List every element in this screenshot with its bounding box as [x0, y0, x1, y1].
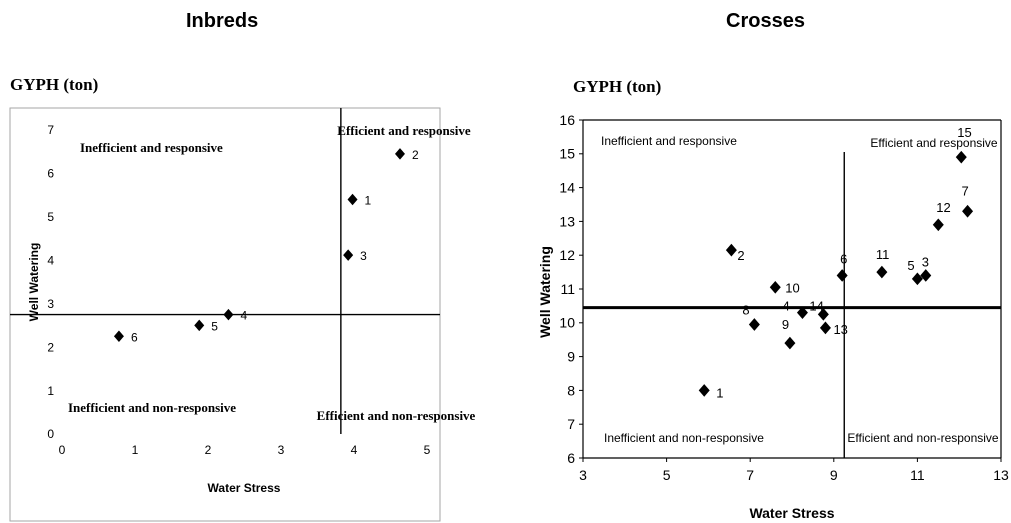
crosses-y-tick-label: 8 [567, 382, 575, 398]
crosses-point-3 [920, 269, 932, 282]
crosses-point-1 [698, 384, 710, 397]
crosses-point-9 [784, 336, 796, 350]
crosses-point-13 [819, 321, 831, 335]
inbreds-y-tick-label: 5 [47, 210, 54, 224]
crosses-x-tick-label: 13 [993, 467, 1009, 483]
crosses-point-8 [748, 318, 760, 331]
crosses-point-label-13: 13 [833, 322, 847, 337]
inbreds-y-tick-label: 3 [47, 297, 54, 311]
inbreds-y-tick-label: 6 [47, 167, 54, 181]
crosses-y-tick-label: 13 [559, 213, 575, 229]
crosses-point-label-11: 11 [876, 247, 890, 262]
inbreds-point-1 [347, 193, 358, 206]
crosses-point-14 [817, 308, 829, 321]
crosses-y-tick-label: 7 [567, 416, 575, 432]
crosses-point-label-1: 1 [716, 385, 723, 400]
inbreds-quadrant-label-top-right: Efficient and responsive [337, 123, 471, 138]
inbreds-quadrant-label-bottom-left: Inefficient and non-responsive [68, 400, 236, 415]
crosses-point-label-5: 5 [907, 258, 914, 273]
inbreds-point-3 [343, 249, 354, 261]
inbreds-y-tick-label: 4 [47, 253, 54, 267]
inbreds-x-tick-label: 2 [205, 443, 212, 457]
inbreds-y-tick-label: 7 [47, 123, 54, 137]
inbreds-panel-title: Inbreds [186, 10, 259, 32]
crosses-y-tick-label: 12 [559, 247, 575, 263]
crosses-panel-title: Crosses [726, 10, 805, 32]
inbreds-quadrant-label-top-left: Inefficient and responsive [80, 140, 223, 155]
crosses-x-tick-label: 11 [910, 467, 925, 483]
inbreds-y-axis-title: Well Watering [27, 243, 41, 322]
crosses-y-tick-label: 6 [567, 450, 575, 466]
inbreds-point-2 [394, 148, 405, 160]
inbreds-y-tick-label: 0 [47, 427, 54, 441]
inbreds-y-tick-label: 2 [47, 340, 54, 354]
inbreds-x-tick-label: 0 [59, 443, 66, 457]
crosses-point-label-9: 9 [782, 317, 789, 332]
crosses-point-11 [876, 265, 888, 279]
crosses-y-tick-label: 14 [559, 180, 575, 196]
crosses-y-tick-label: 11 [560, 281, 575, 297]
crosses-x-tick-label: 5 [663, 467, 671, 483]
inbreds-point-label-3: 3 [360, 249, 367, 263]
inbreds-point-label-4: 4 [240, 309, 247, 323]
crosses-x-tick-label: 7 [746, 467, 754, 483]
crosses-point-label-3: 3 [922, 254, 929, 269]
crosses-point-10 [769, 280, 781, 294]
crosses-point-15 [955, 150, 967, 164]
inbreds-point-label-6: 6 [131, 330, 138, 344]
crosses-point-label-8: 8 [742, 302, 749, 317]
inbreds-point-label-5: 5 [211, 319, 218, 333]
crosses-x-axis-title: Water Stress [749, 505, 834, 521]
crosses-y-tick-label: 9 [567, 349, 575, 365]
crosses-x-tick-label: 3 [579, 467, 587, 483]
inbreds-point-label-2: 2 [412, 148, 419, 162]
crosses-y-tick-label: 15 [559, 146, 575, 162]
inbreds-y-tick-label: 1 [47, 384, 54, 398]
crosses-point-6 [836, 269, 848, 282]
crosses-point-label-2: 2 [737, 248, 744, 263]
crosses-point-label-12: 12 [936, 200, 950, 215]
crosses-point-label-7: 7 [962, 183, 969, 198]
inbreds-x-axis-title: Water Stress [208, 481, 281, 495]
inbreds-x-tick-label: 3 [278, 443, 285, 457]
inbreds-point-5 [194, 319, 205, 332]
crosses-quadrant-label-top-right: Efficient and responsive [870, 136, 998, 150]
inbreds-point-4 [223, 308, 234, 321]
crosses-quadrant-label-bottom-right: Efficient and non-responsive [847, 431, 999, 445]
crosses-point-label-6: 6 [840, 251, 847, 266]
inbreds-x-tick-label: 1 [132, 443, 139, 457]
crosses-gyph-label: GYPH (ton) [573, 77, 661, 96]
crosses-point-label-10: 10 [785, 280, 799, 295]
crosses-point-label-14: 14 [809, 298, 823, 313]
crosses-y-tick-label: 10 [559, 315, 575, 331]
crosses-point-4 [796, 306, 808, 319]
crosses-quadrant-label-bottom-left: Inefficient and non-responsive [604, 431, 764, 445]
crosses-x-tick-label: 9 [830, 467, 838, 483]
crosses-y-axis-title: Well Watering [537, 246, 553, 338]
crosses-point-2 [725, 243, 737, 257]
inbreds-x-tick-label: 5 [424, 443, 431, 457]
crosses-point-label-4: 4 [782, 299, 789, 314]
crosses-point-5 [911, 272, 923, 286]
crosses-point-label-15: 15 [957, 125, 971, 140]
inbreds-quadrant-label-bottom-right: Efficient and non-responsive [317, 408, 476, 423]
crosses-y-tick-label: 16 [559, 112, 575, 128]
crosses-quadrant-label-top-left: Inefficient and responsive [601, 134, 737, 148]
inbreds-point-6 [113, 330, 124, 343]
inbreds-x-tick-label: 4 [351, 443, 358, 457]
crosses-point-12 [932, 218, 944, 232]
inbreds-gyph-label: GYPH (ton) [10, 75, 98, 94]
inbreds-point-label-1: 1 [365, 193, 372, 207]
crosses-point-7 [962, 204, 974, 218]
